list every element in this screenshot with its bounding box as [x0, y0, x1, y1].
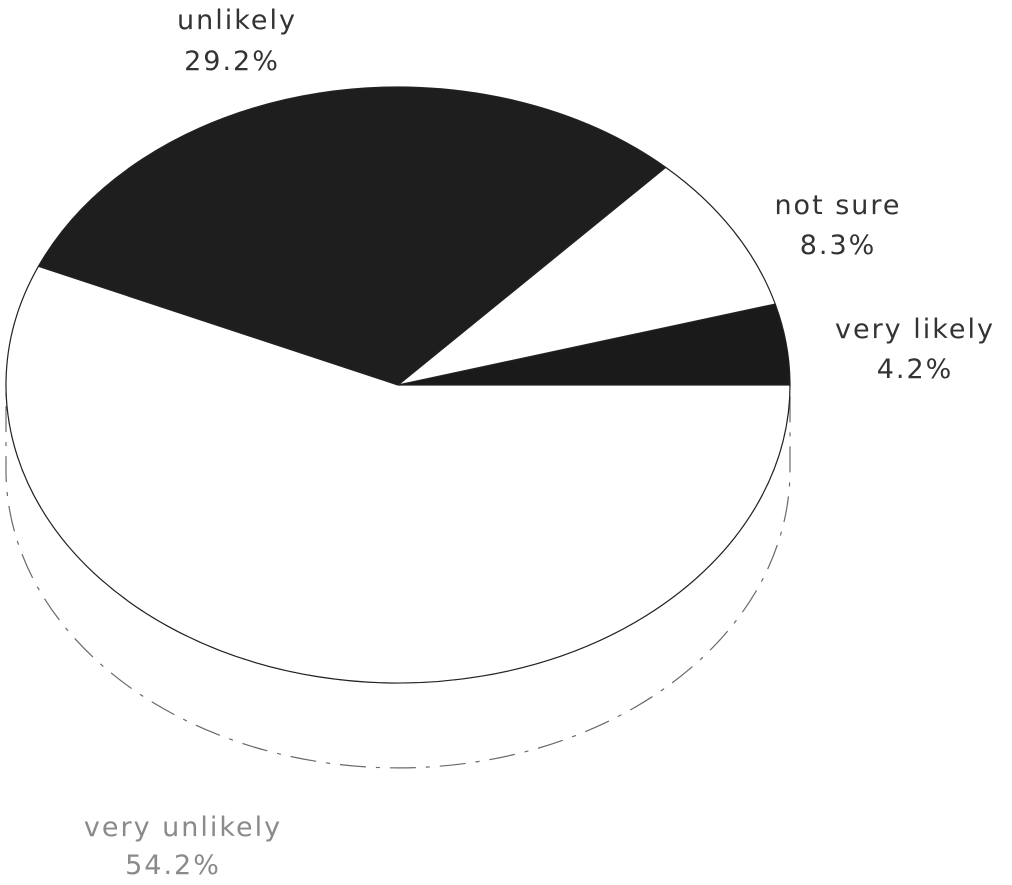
- label-very-unlikely-name: very unlikely: [84, 812, 282, 843]
- pie-side-wall-outline: [5, 384, 791, 769]
- label-unlikely-name: unlikely: [177, 5, 297, 36]
- label-very-unlikely-percent: 54.2%: [125, 850, 221, 881]
- label-not-sure-percent: 8.3%: [800, 230, 877, 261]
- pie-slices: [5, 86, 791, 684]
- slice-not-sure: [397, 166, 777, 386]
- label-very-likely-name: very likely: [835, 314, 995, 345]
- slice-very-unlikely: [5, 265, 791, 684]
- slice-unlikely: [37, 86, 667, 386]
- label-unlikely-percent: 29.2%: [184, 46, 280, 77]
- label-very-likely-percent: 4.2%: [877, 354, 954, 385]
- pie-labels: unlikely 29.2% not sure 8.3% very likely…: [84, 5, 995, 881]
- label-not-sure-name: not sure: [774, 190, 901, 221]
- pie-side-wall: [5, 384, 791, 769]
